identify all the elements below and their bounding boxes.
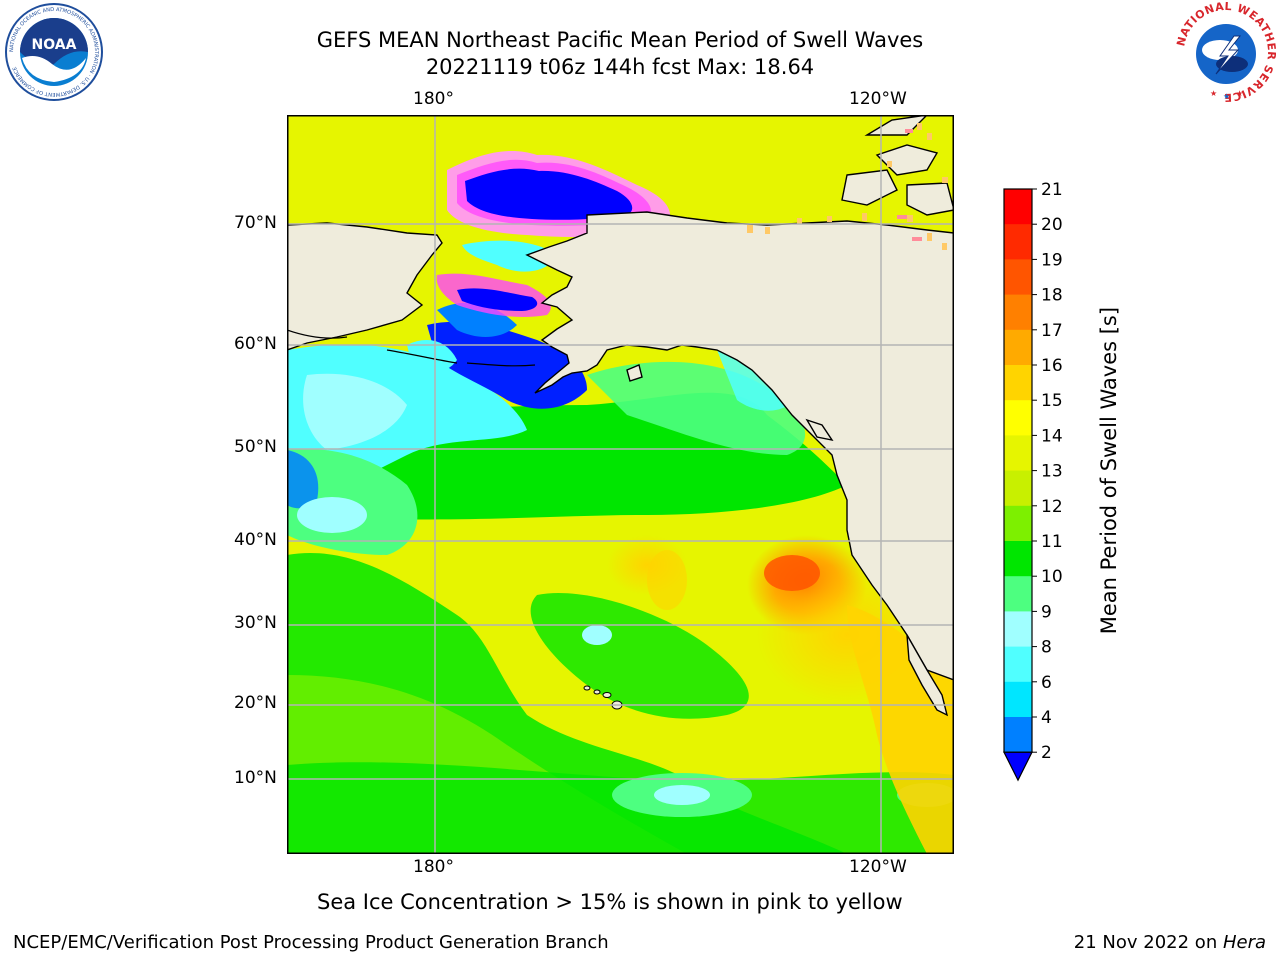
lat-label-60n: 60°N	[234, 334, 277, 354]
colorbar-bin	[1004, 470, 1032, 507]
svg-text:★: ★	[1236, 89, 1243, 98]
colorbar-bin	[1004, 294, 1032, 331]
colorbar-bin	[1004, 189, 1032, 225]
colorbar-bin	[1004, 435, 1032, 472]
footer-host: Hera	[1222, 932, 1266, 953]
svg-text:★: ★	[1223, 92, 1230, 101]
colorbar-bin	[1004, 329, 1032, 366]
map-panel	[287, 115, 954, 854]
colorbar-tick-label: 19	[1041, 250, 1063, 270]
colorbar-bin	[1004, 224, 1032, 260]
colorbar-tick-label: 10	[1041, 567, 1063, 587]
footer-credit: NCEP/EMC/Verification Post Processing Pr…	[13, 932, 609, 953]
colorbar-tick-label: 20	[1041, 215, 1063, 235]
nws-logo: NATIONAL WEATHER SERVICE ★ ★ ★	[1176, 2, 1276, 102]
colorbar-tick-label: 12	[1041, 497, 1063, 517]
colorbar-tick-label: 8	[1041, 638, 1052, 658]
map-title: GEFS MEAN Northeast Pacific Mean Period …	[316, 28, 924, 52]
colorbar-tick-label: 14	[1041, 426, 1063, 446]
colorbar-tick-label: 4	[1041, 708, 1052, 728]
lat-label-10n: 10°N	[234, 768, 277, 788]
map-subtitle: 20221119 t06z 144h fcst Max: 18.64	[425, 55, 815, 79]
lat-label-70n: 70°N	[234, 213, 277, 233]
colorbar-tick-label: 11	[1041, 532, 1063, 552]
svg-text:★: ★	[1210, 89, 1217, 98]
lon-label-bottom-120w: 120°W	[849, 857, 907, 877]
colorbar: 21 20 19 18 17 16 15 14 13 12 11 10 9 8 6 4 2 Mean Period…	[1003, 180, 1121, 782]
lat-label-40n: 40°N	[234, 530, 277, 550]
colorbar-tick-label: 6	[1041, 673, 1052, 693]
colorbar-tick-label: 2	[1041, 743, 1052, 763]
colorbar-tick-label: 16	[1041, 356, 1063, 376]
lon-label-bottom-180: 180°	[413, 857, 454, 877]
colorbar-bin	[1004, 505, 1032, 542]
lat-label-50n: 50°N	[234, 437, 277, 457]
colorbar-tick-label: 13	[1041, 462, 1063, 482]
colorbar-label: Mean Period of Swell Waves [s]	[1097, 307, 1121, 634]
lat-label-30n: 30°N	[234, 613, 277, 633]
colorbar-bin	[1004, 259, 1032, 296]
colorbar-bin	[1004, 576, 1032, 612]
lon-label-top-120w: 120°W	[849, 89, 907, 109]
lat-label-20n: 20°N	[234, 693, 277, 713]
colorbar-tick-label: 9	[1041, 602, 1052, 622]
noaa-logo: NATIONAL OCEANIC AND ATMOSPHERIC ADMINIS…	[5, 3, 103, 101]
colorbar-bin	[1004, 611, 1032, 648]
colorbar-under-arrow	[1003, 751, 1033, 782]
colorbar-bin	[1004, 646, 1032, 683]
colorbar-bin	[1004, 365, 1032, 401]
colorbar-tick-label: 21	[1041, 180, 1063, 200]
colorbar-tick-label: 17	[1041, 321, 1063, 341]
sea-ice-note: Sea Ice Concentration > 15% is shown in …	[317, 890, 903, 914]
footer-date: 21 Nov 2022 on Hera	[1074, 932, 1266, 953]
colorbar-bin	[1004, 681, 1032, 718]
lon-label-top-180: 180°	[413, 89, 454, 109]
colorbar-bin	[1004, 400, 1032, 436]
noaa-logo-text: NOAA	[32, 37, 77, 53]
colorbar-tick-label: 18	[1041, 286, 1063, 306]
colorbar-tick-label: 15	[1041, 391, 1063, 411]
footer-date-text: 21 Nov 2022 on	[1073, 932, 1223, 953]
colorbar-bin	[1004, 541, 1032, 577]
colorbar-bin	[1004, 717, 1032, 753]
